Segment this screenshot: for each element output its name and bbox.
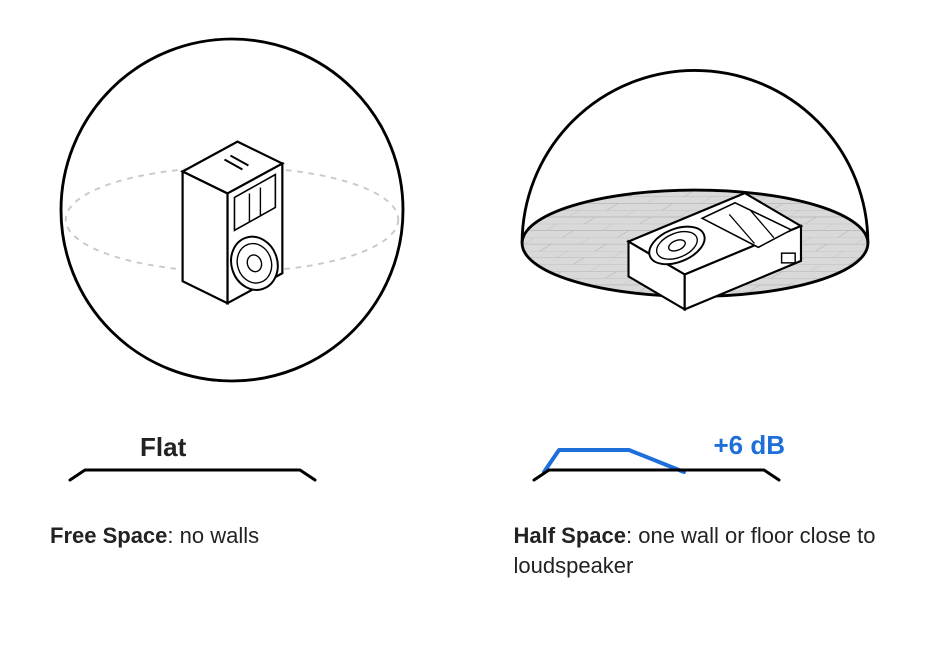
sphere-diagram — [42, 20, 422, 400]
flat-curve-row: Flat — [50, 420, 414, 485]
flat-response-curve — [50, 430, 335, 485]
half-space-desc-bold: Half Space — [514, 523, 627, 548]
flat-heading: Flat — [140, 432, 186, 463]
free-space-desc-bold: Free Space — [50, 523, 167, 548]
free-space-desc-rest: : no walls — [167, 523, 259, 548]
half-space-panel: +6 dB Half Space: one wall or floor clos… — [464, 0, 927, 665]
free-space-description: Free Space: no walls — [50, 521, 414, 551]
half-space-description: Half Space: one wall or floor close to l… — [514, 521, 878, 580]
boost-curve-row: +6 dB — [514, 420, 878, 485]
boost-heading: +6 dB — [714, 430, 786, 461]
hemisphere-diagram — [505, 20, 885, 400]
free-space-diagram — [0, 0, 464, 420]
free-space-panel: Flat Free Space: no walls — [0, 0, 464, 665]
half-space-diagram — [464, 0, 927, 420]
